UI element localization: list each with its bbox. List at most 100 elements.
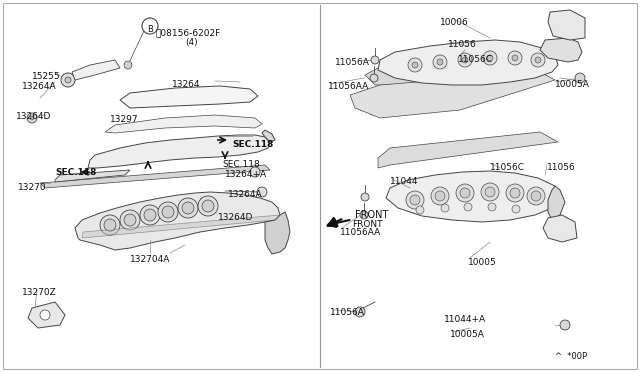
Circle shape — [508, 51, 522, 65]
Circle shape — [487, 55, 493, 61]
Polygon shape — [72, 60, 120, 80]
Circle shape — [456, 184, 474, 202]
Polygon shape — [386, 171, 558, 222]
Circle shape — [435, 191, 445, 201]
Polygon shape — [75, 192, 280, 250]
Circle shape — [371, 56, 379, 64]
Text: 10006: 10006 — [440, 18, 468, 27]
Text: 11044+A: 11044+A — [444, 315, 486, 324]
Text: 13270Z: 13270Z — [22, 288, 57, 297]
Text: 13264D: 13264D — [16, 112, 51, 121]
Circle shape — [182, 202, 194, 214]
Text: 13264A: 13264A — [228, 190, 262, 199]
Text: 10005: 10005 — [468, 258, 497, 267]
Circle shape — [30, 116, 34, 120]
Circle shape — [65, 77, 71, 83]
Text: SEC.118: SEC.118 — [222, 160, 260, 169]
Circle shape — [431, 187, 449, 205]
Circle shape — [120, 210, 140, 230]
Circle shape — [560, 320, 570, 330]
Text: 11056AA: 11056AA — [340, 228, 381, 237]
Polygon shape — [82, 215, 280, 238]
Circle shape — [460, 188, 470, 198]
Circle shape — [483, 51, 497, 65]
Circle shape — [361, 193, 369, 201]
Circle shape — [27, 113, 37, 123]
Circle shape — [408, 58, 422, 72]
Text: SEC.118: SEC.118 — [232, 140, 273, 149]
Text: Ⓑ08156-6202F: Ⓑ08156-6202F — [155, 28, 220, 37]
Polygon shape — [88, 135, 270, 168]
Circle shape — [531, 53, 545, 67]
Circle shape — [158, 202, 178, 222]
Circle shape — [531, 191, 541, 201]
Circle shape — [512, 205, 520, 213]
Circle shape — [575, 73, 585, 83]
Text: 11056C: 11056C — [458, 55, 493, 64]
Text: 11056AA: 11056AA — [328, 82, 369, 91]
Circle shape — [488, 203, 496, 211]
Circle shape — [506, 184, 524, 202]
Polygon shape — [28, 302, 65, 328]
Circle shape — [40, 310, 50, 320]
Circle shape — [144, 209, 156, 221]
Circle shape — [202, 200, 214, 212]
Text: 13264D: 13264D — [218, 213, 253, 222]
Text: FRONT: FRONT — [328, 210, 388, 227]
Polygon shape — [120, 86, 258, 108]
Circle shape — [140, 205, 160, 225]
Text: 13297: 13297 — [110, 115, 139, 124]
Text: B: B — [147, 26, 153, 35]
Text: 11056: 11056 — [448, 40, 477, 49]
Circle shape — [355, 307, 365, 317]
Circle shape — [527, 187, 545, 205]
Polygon shape — [378, 40, 558, 85]
Circle shape — [437, 59, 443, 65]
Circle shape — [406, 191, 424, 209]
Circle shape — [410, 195, 420, 205]
Circle shape — [416, 206, 424, 214]
Circle shape — [162, 206, 174, 218]
Polygon shape — [265, 212, 290, 254]
Text: 11056A: 11056A — [335, 58, 370, 67]
Text: FRONT: FRONT — [352, 220, 383, 229]
Circle shape — [510, 188, 520, 198]
Text: 11044: 11044 — [390, 177, 419, 186]
Circle shape — [178, 198, 198, 218]
Text: 11056C: 11056C — [490, 163, 525, 172]
Circle shape — [433, 55, 447, 69]
Polygon shape — [105, 115, 262, 133]
Circle shape — [535, 57, 541, 63]
Polygon shape — [548, 186, 565, 220]
Circle shape — [462, 57, 468, 63]
Polygon shape — [378, 132, 558, 168]
Circle shape — [370, 74, 378, 82]
Polygon shape — [350, 72, 555, 118]
Polygon shape — [55, 170, 130, 182]
Polygon shape — [543, 215, 577, 242]
Polygon shape — [540, 38, 582, 62]
Circle shape — [250, 167, 260, 177]
Text: SEC.118: SEC.118 — [55, 168, 97, 177]
Circle shape — [257, 187, 267, 197]
Polygon shape — [40, 165, 270, 188]
Circle shape — [124, 214, 136, 226]
Text: 11056A: 11056A — [330, 308, 365, 317]
Circle shape — [481, 183, 499, 201]
Text: 132704A: 132704A — [130, 255, 170, 264]
Polygon shape — [365, 60, 552, 85]
Circle shape — [412, 62, 418, 68]
Text: 13270: 13270 — [18, 183, 47, 192]
Text: 15255: 15255 — [32, 72, 61, 81]
Circle shape — [441, 204, 449, 212]
Text: 13264A: 13264A — [22, 82, 56, 91]
Circle shape — [512, 55, 518, 61]
Circle shape — [360, 211, 368, 219]
Polygon shape — [262, 130, 275, 142]
Text: 10005A: 10005A — [555, 80, 590, 89]
Text: 11056: 11056 — [547, 163, 576, 172]
Circle shape — [124, 61, 132, 69]
Circle shape — [198, 196, 218, 216]
Circle shape — [100, 215, 120, 235]
Text: ^  *00P: ^ *00P — [555, 352, 587, 361]
